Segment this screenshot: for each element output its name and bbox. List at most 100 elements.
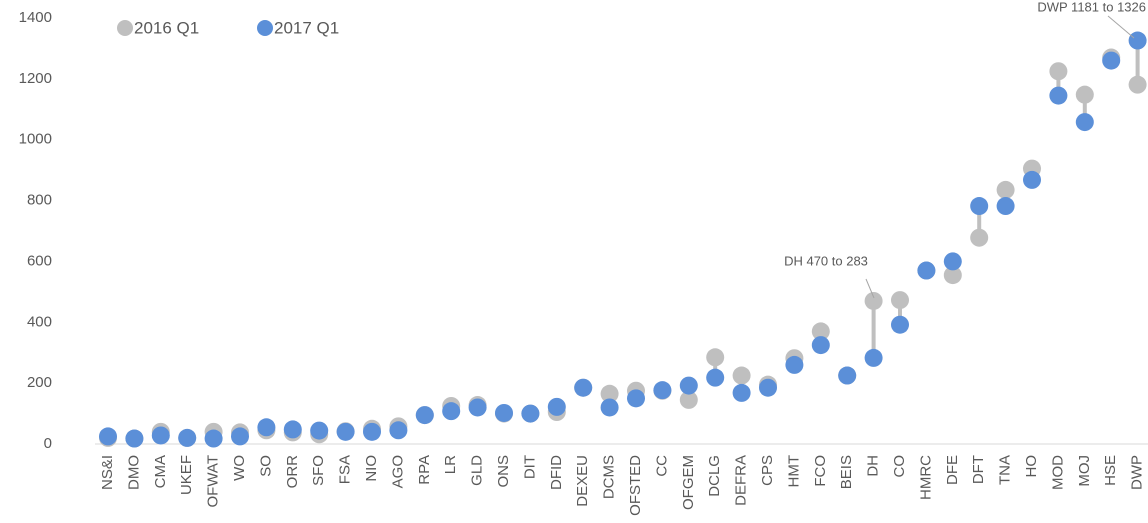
- x-tick-label: CC: [653, 455, 670, 477]
- y-tick-label: 1000: [19, 131, 52, 148]
- dot: [574, 378, 593, 397]
- x-tick-label: BEIS: [838, 455, 855, 489]
- x-tick-label: DFT: [970, 455, 987, 484]
- dot: [785, 355, 804, 374]
- dot: [996, 197, 1015, 216]
- dot: [970, 228, 989, 247]
- x-tick-label: DFE: [944, 455, 961, 485]
- dot: [1102, 51, 1121, 70]
- annotation: DWP 1181 to 1326: [1037, 0, 1146, 14]
- dot: [125, 429, 144, 448]
- legend-label: 2017 Q1: [274, 18, 339, 37]
- dot: [917, 261, 936, 280]
- x-tick-label: DEFRA: [733, 455, 750, 506]
- dot: [838, 366, 857, 385]
- dot: [1075, 113, 1094, 132]
- dot: [521, 404, 540, 423]
- dot: [653, 381, 672, 400]
- x-tick-label: DWP: [1129, 455, 1146, 490]
- y-tick-label: 400: [27, 313, 52, 330]
- x-tick-label: GLD: [469, 455, 486, 486]
- dot: [178, 428, 197, 447]
- x-tick-label: RPA: [416, 455, 433, 485]
- dot: [363, 422, 381, 441]
- dot: [336, 422, 355, 441]
- x-tick-label: HO: [1023, 455, 1040, 478]
- y-tick-label: 1200: [19, 70, 52, 87]
- dot: [283, 420, 302, 439]
- x-tick-label: MOJ: [1076, 455, 1093, 487]
- x-tick-label: HMRC: [917, 455, 934, 500]
- dot: [468, 398, 487, 417]
- x-tick-label: CPS: [759, 455, 776, 486]
- y-tick-label: 200: [27, 374, 52, 391]
- x-tick-label: DIT: [521, 455, 538, 479]
- x-tick-label: OFSTED: [627, 455, 644, 516]
- annotation-leader: [1107, 15, 1135, 39]
- x-tick-label: WO: [231, 455, 248, 481]
- x-tick-label: FSA: [337, 455, 354, 484]
- dot: [600, 384, 619, 403]
- dot: [811, 336, 830, 355]
- dot: [442, 402, 461, 421]
- dot: [495, 403, 513, 422]
- dot: [1128, 75, 1147, 94]
- y-tick-label: 1400: [19, 9, 52, 26]
- dot: [811, 322, 830, 341]
- dot: [970, 197, 989, 216]
- x-tick-label: LR: [442, 455, 459, 474]
- x-tick-label: OFWAT: [205, 455, 222, 508]
- x-tick-label: DEXEU: [574, 455, 591, 507]
- x-tick-label: FCO: [812, 455, 829, 487]
- dot: [864, 291, 883, 310]
- x-tick-label: DH: [865, 455, 882, 477]
- dot: [943, 266, 962, 285]
- y-tick-label: 0: [44, 435, 52, 452]
- dot: [99, 427, 117, 446]
- x-tick-label: DMO: [125, 455, 142, 490]
- x-tick-label: HSE: [1102, 455, 1119, 486]
- x-tick-label: HMT: [785, 455, 802, 488]
- legend-marker: [117, 20, 133, 36]
- x-tick-label: TNA: [997, 455, 1014, 485]
- x-tick-label: MOD: [1049, 455, 1066, 490]
- dot: [547, 397, 566, 416]
- x-tick-label: DFID: [548, 455, 565, 490]
- dot: [1075, 85, 1094, 104]
- dot: [1049, 86, 1068, 105]
- x-tick-label: CO: [891, 455, 908, 478]
- dot: [1049, 62, 1068, 81]
- dot: [151, 426, 170, 445]
- dot: [600, 398, 619, 417]
- dot: [891, 291, 909, 310]
- dot: [943, 252, 962, 271]
- annotation-leader: [865, 278, 875, 299]
- x-tick-label: UKEF: [178, 455, 195, 495]
- dot: [706, 368, 725, 387]
- dot: [864, 348, 883, 367]
- y-tick-label: 800: [27, 192, 52, 209]
- annotation: DH 470 to 283: [784, 253, 868, 268]
- dot: [759, 378, 777, 397]
- dot: [627, 389, 645, 408]
- legend-label: 2016 Q1: [134, 18, 199, 37]
- dot: [706, 348, 725, 367]
- x-tick-label: DCLG: [706, 455, 723, 497]
- dot: [679, 376, 698, 395]
- dot: [204, 429, 223, 448]
- x-tick-label: CMA: [152, 455, 169, 488]
- x-tick-label: NS&I: [99, 455, 116, 490]
- x-tick-label: AGO: [389, 455, 406, 488]
- dot: [1023, 170, 1041, 189]
- x-tick-label: NIO: [363, 455, 380, 482]
- x-tick-label: DCMS: [601, 455, 618, 499]
- dot: [996, 180, 1015, 199]
- x-tick-label: ONS: [495, 455, 512, 488]
- dot: [732, 366, 751, 385]
- dot: [257, 418, 276, 437]
- legend-marker: [257, 20, 273, 36]
- dot: [891, 315, 909, 334]
- dot: [1128, 31, 1147, 50]
- x-tick-label: SFO: [310, 455, 327, 486]
